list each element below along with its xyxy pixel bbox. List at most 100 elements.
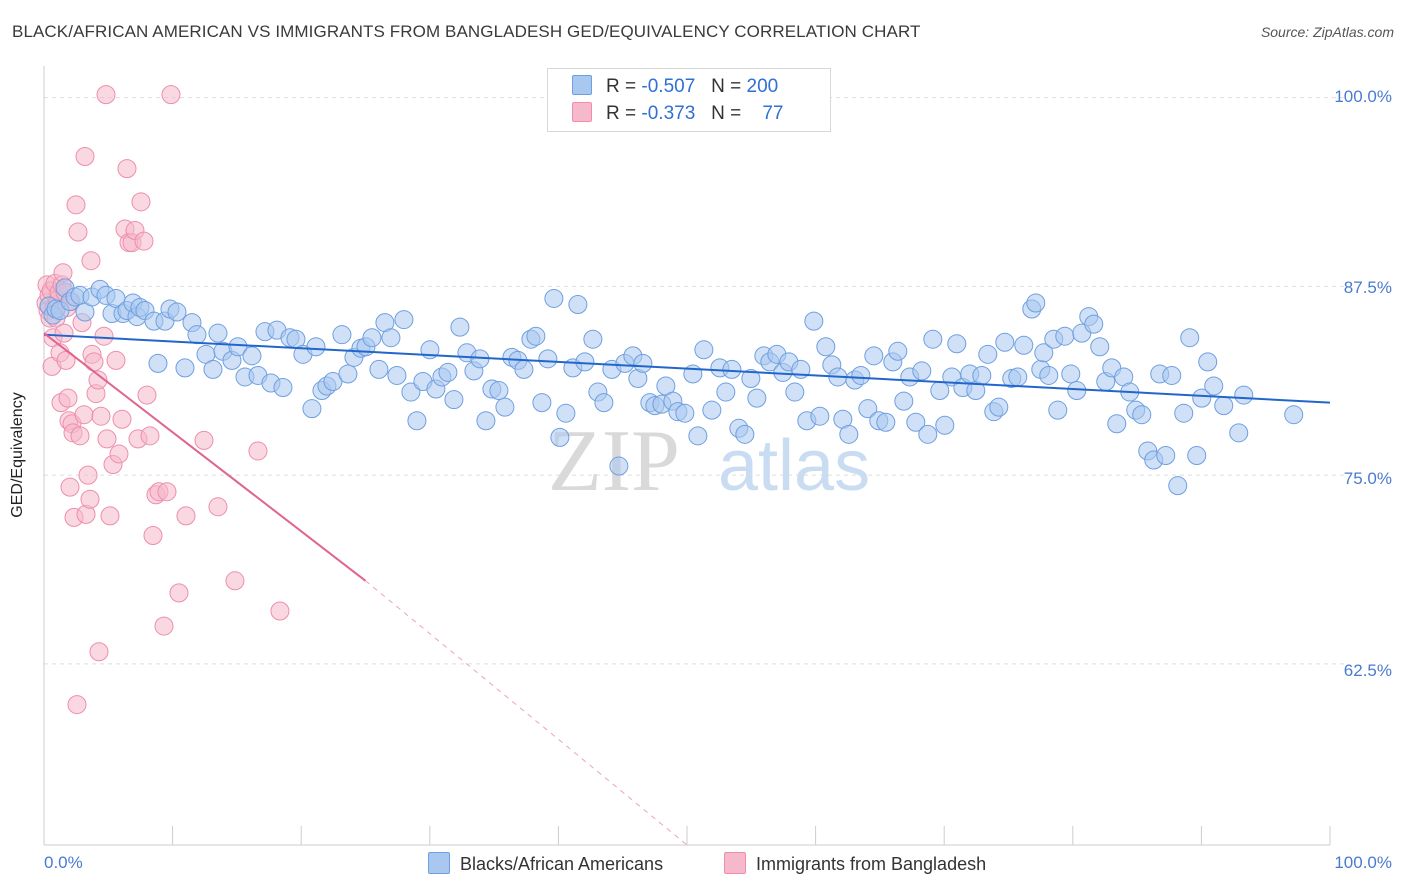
bangladesh-point bbox=[143, 525, 163, 545]
series-name-bangladesh: Immigrants from Bangladesh bbox=[756, 854, 987, 874]
bangladesh-point bbox=[137, 385, 157, 405]
legend-r-label: R = bbox=[606, 76, 637, 97]
axes bbox=[43, 66, 1331, 846]
legend-item-blacks: Blacks/African Americans bbox=[428, 852, 663, 875]
black-african-american-point bbox=[1187, 445, 1207, 465]
black-african-american-point bbox=[544, 288, 564, 308]
bangladesh-point bbox=[75, 147, 95, 167]
y-tick-label-62-5: 62.5% bbox=[1343, 661, 1392, 680]
black-african-american-point bbox=[972, 365, 992, 385]
black-african-american-point bbox=[894, 391, 914, 411]
bangladesh-point bbox=[208, 497, 228, 517]
black-african-american-point bbox=[1055, 326, 1075, 346]
bangladesh-point bbox=[100, 506, 120, 526]
legend-n-value: 77 bbox=[762, 103, 784, 124]
black-african-american-point bbox=[1156, 445, 1176, 465]
bangladesh-point bbox=[94, 326, 114, 346]
black-african-american-point bbox=[444, 390, 464, 410]
black-african-american-point bbox=[810, 406, 830, 426]
bangladesh-point bbox=[81, 251, 101, 271]
legend-r-value: -0.507 bbox=[641, 76, 696, 97]
black-african-american-point bbox=[995, 332, 1015, 352]
black-african-american-point bbox=[538, 349, 558, 369]
black-african-american-point bbox=[1214, 396, 1234, 416]
bangladesh-point bbox=[60, 477, 80, 497]
stats-legend: R = -0.507 N = 200 R = -0.373 N = 77 bbox=[547, 68, 831, 132]
black-african-american-point bbox=[362, 328, 382, 348]
black-african-american-point bbox=[688, 426, 708, 446]
bangladesh-point bbox=[91, 406, 111, 426]
bangladesh-point bbox=[78, 465, 98, 485]
black-african-american-point bbox=[387, 365, 407, 385]
black-african-american-point bbox=[906, 412, 926, 432]
legend-item-bangladesh: Immigrants from Bangladesh bbox=[724, 852, 986, 875]
bangladesh-point bbox=[112, 409, 132, 429]
black-african-american-point bbox=[438, 362, 458, 382]
watermark: ZIP atlas bbox=[548, 413, 870, 510]
bangladesh-point bbox=[225, 571, 245, 591]
black-african-american-point bbox=[369, 359, 389, 379]
black-african-american-point bbox=[323, 371, 343, 391]
black-african-american-point bbox=[912, 361, 932, 381]
bangladesh-point bbox=[106, 350, 126, 370]
black-african-american-point bbox=[785, 382, 805, 402]
black-african-american-point bbox=[338, 364, 358, 384]
bangladesh-point bbox=[248, 441, 268, 461]
black-african-american-point bbox=[1192, 388, 1212, 408]
black-african-american-point bbox=[407, 411, 427, 431]
pink-swatch bbox=[724, 852, 746, 874]
black-african-american-point bbox=[1014, 335, 1034, 355]
black-african-american-point bbox=[514, 359, 534, 379]
black-african-american-point bbox=[839, 424, 859, 444]
x-tick-label-0: 0.0% bbox=[44, 853, 83, 872]
legend-n-label: N = bbox=[711, 76, 742, 97]
black-african-american-point bbox=[1162, 365, 1182, 385]
bangladesh-points bbox=[36, 85, 290, 715]
bangladesh-point bbox=[70, 426, 90, 446]
bangladesh-point bbox=[58, 388, 78, 408]
black-african-american-point bbox=[1204, 376, 1224, 396]
bangladesh-point bbox=[157, 482, 177, 502]
black-african-american-point bbox=[583, 329, 603, 349]
y-tick-label-87-5: 87.5% bbox=[1343, 278, 1392, 297]
black-african-american-point bbox=[273, 378, 293, 398]
chart-title: BLACK/AFRICAN AMERICAN VS IMMIGRANTS FRO… bbox=[12, 22, 921, 41]
black-african-american-point bbox=[175, 358, 195, 378]
black-african-american-point bbox=[1061, 364, 1081, 384]
black-african-american-points bbox=[39, 278, 1304, 496]
y-tick-label-100: 100.0% bbox=[1334, 87, 1392, 106]
black-african-american-point bbox=[947, 334, 967, 354]
bangladesh-point bbox=[88, 370, 108, 390]
bangladesh-point bbox=[89, 642, 109, 662]
black-african-american-point bbox=[978, 344, 998, 364]
black-african-american-point bbox=[741, 368, 761, 388]
bangladesh-trend-extension bbox=[365, 580, 688, 846]
black-african-american-point bbox=[401, 382, 421, 402]
legend-row-bangladesh: R = -0.373 N = 77 bbox=[572, 102, 783, 126]
black-african-american-point bbox=[450, 317, 470, 337]
bangladesh-point bbox=[109, 444, 129, 464]
black-african-american-point bbox=[1034, 343, 1054, 363]
black-african-american-point bbox=[923, 329, 943, 349]
bangladesh-trend-line bbox=[43, 332, 367, 582]
bangladesh-point bbox=[68, 222, 88, 242]
black-african-american-point bbox=[1039, 365, 1059, 385]
black-african-american-point bbox=[550, 427, 570, 447]
black-african-american-point bbox=[476, 411, 496, 431]
black-african-american-point bbox=[489, 381, 509, 401]
black-african-american-point bbox=[702, 400, 722, 420]
bangladesh-point bbox=[176, 506, 196, 526]
bangladesh-point bbox=[117, 159, 137, 179]
black-african-american-point bbox=[556, 403, 576, 423]
legend-r-value: -0.373 bbox=[641, 103, 696, 124]
bangladesh-point bbox=[66, 195, 86, 215]
bangladesh-point bbox=[97, 429, 117, 449]
bangladesh-point bbox=[80, 489, 100, 509]
y-tick-label-75: 75.0% bbox=[1343, 469, 1392, 488]
bangladesh-point bbox=[140, 426, 160, 446]
legend-n-label: N = bbox=[711, 103, 742, 124]
black-african-american-point bbox=[568, 294, 588, 314]
pink-swatch bbox=[572, 102, 592, 122]
y-axis-label: GED/Equivalency bbox=[9, 392, 26, 518]
